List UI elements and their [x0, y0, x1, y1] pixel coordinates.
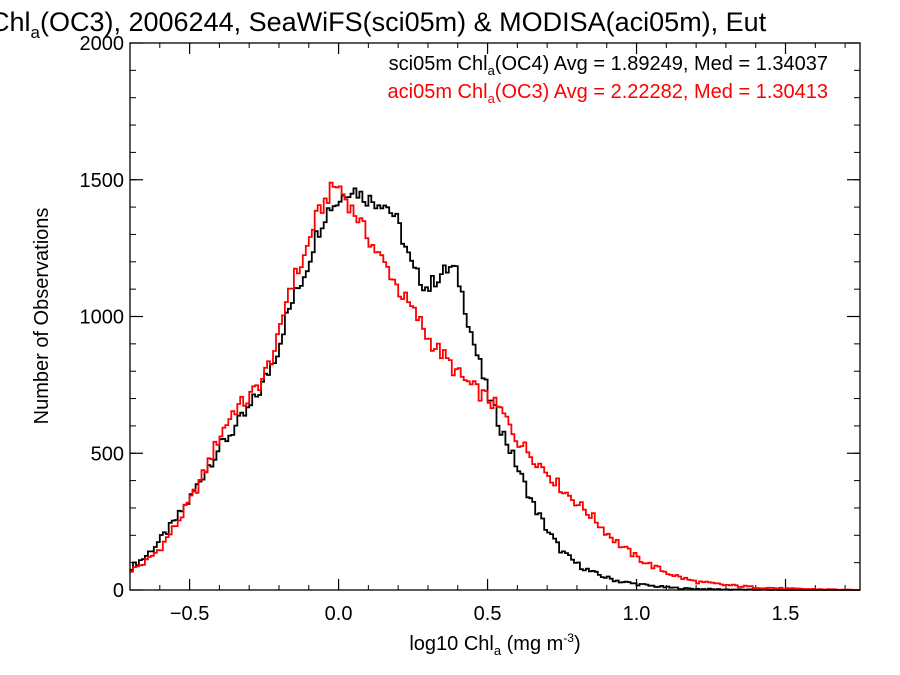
x-axis-label: log10 Chla (mg m-3)	[409, 631, 580, 658]
x-axis-label-post: )	[574, 633, 581, 655]
y-tick-label: 1000	[80, 307, 125, 329]
y-tick-labels: 0 500 1000 1500 2000	[80, 33, 125, 602]
x-axis-label-mid: (mg m	[501, 633, 563, 655]
major-ticks	[130, 42, 860, 591]
legend-aci05m-pre: aci05m Chl	[388, 81, 488, 103]
chart-title: Chla(OC3), 2006244, SeaWiFS(sci05m) & MO…	[0, 7, 767, 42]
legend-sci05m-sub: a	[488, 63, 496, 78]
chart-title-pre: Chl	[0, 7, 31, 37]
chart-title-sub: a	[31, 23, 41, 42]
legend-aci05m-post: (OC3) Avg = 2.22282, Med = 1.30413	[495, 81, 828, 103]
x-tick-label: 1.0	[623, 603, 651, 625]
y-tick-label: 500	[91, 443, 124, 465]
y-axis-label: Number of Observations	[31, 208, 53, 425]
x-axis-label-sup: -3	[563, 631, 574, 645]
y-tick-label: 1500	[80, 170, 125, 192]
chart-title-post: (OC3), 2006244, SeaWiFS(sci05m) & MODISA…	[40, 7, 767, 37]
legend-aci05m-sub: a	[488, 91, 496, 106]
y-tick-label: 2000	[80, 33, 125, 55]
x-axis-label-pre: log10 Chl	[409, 633, 494, 655]
plot-frame	[129, 42, 861, 591]
x-tick-label: 1.5	[772, 603, 800, 625]
sci05m-series-line	[130, 187, 860, 591]
x-tick-label: −0.5	[170, 603, 209, 625]
legend-entry-aci05m: aci05m Chla(OC3) Avg = 2.22282, Med = 1.…	[388, 81, 828, 106]
y-tick-label: 0	[113, 580, 124, 602]
legend-entry-sci05m: sci05m Chla(OC4) Avg = 1.89249, Med = 1.…	[389, 53, 828, 78]
x-tick-labels: −0.5 0.0 0.5 1.0 1.5	[170, 603, 800, 625]
minor-ticks	[130, 42, 860, 591]
series-group	[130, 181, 860, 591]
aci05m-series-line	[130, 181, 860, 591]
x-tick-label: 0.5	[474, 603, 502, 625]
x-tick-label: 0.0	[325, 603, 353, 625]
legend-sci05m-post: (OC4) Avg = 1.89249, Med = 1.34037	[495, 53, 828, 75]
x-axis-label-sub: a	[494, 643, 502, 658]
legend-sci05m-pre: sci05m Chl	[389, 53, 488, 75]
